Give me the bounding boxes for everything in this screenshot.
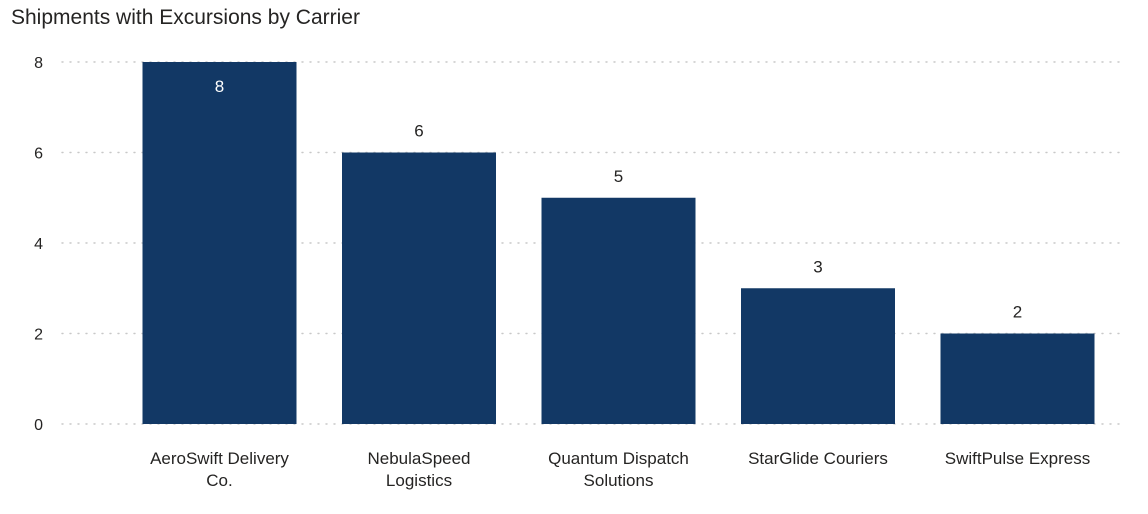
x-tick-label: Logistics [386, 471, 452, 490]
y-tick-label: 8 [34, 55, 43, 72]
bar[interactable] [741, 288, 895, 424]
bar[interactable] [142, 62, 297, 424]
data-label: 5 [614, 167, 623, 186]
y-axis: 0 2 4 6 8 [34, 55, 43, 434]
x-tick-label: NebulaSpeed [367, 449, 470, 468]
x-tick-label: AeroSwift Delivery [150, 449, 289, 468]
x-tick-label: Quantum Dispatch [548, 449, 689, 468]
x-axis: AeroSwift Delivery Co. NebulaSpeed Logistic… [150, 449, 1090, 490]
x-tick-label: StarGlide Couriers [748, 449, 888, 468]
data-labels: 8 6 5 3 2 [215, 77, 1022, 322]
bars [142, 62, 1095, 425]
bar[interactable] [940, 333, 1095, 425]
x-tick-label: SwiftPulse Express [945, 449, 1091, 468]
data-label: 3 [813, 257, 822, 276]
y-tick-label: 6 [34, 146, 43, 163]
y-tick-label: 2 [34, 327, 43, 344]
data-label: 6 [414, 122, 423, 141]
y-tick-label: 0 [34, 417, 43, 434]
bar[interactable] [342, 152, 496, 425]
chart-title: Shipments with Excursions by Carrier [11, 6, 360, 29]
bar[interactable] [541, 197, 696, 424]
data-label: 2 [1013, 303, 1022, 322]
data-label: 8 [215, 77, 224, 96]
x-tick-label: Co. [206, 471, 232, 490]
y-tick-label: 4 [34, 236, 43, 253]
x-tick-label: Solutions [584, 471, 654, 490]
